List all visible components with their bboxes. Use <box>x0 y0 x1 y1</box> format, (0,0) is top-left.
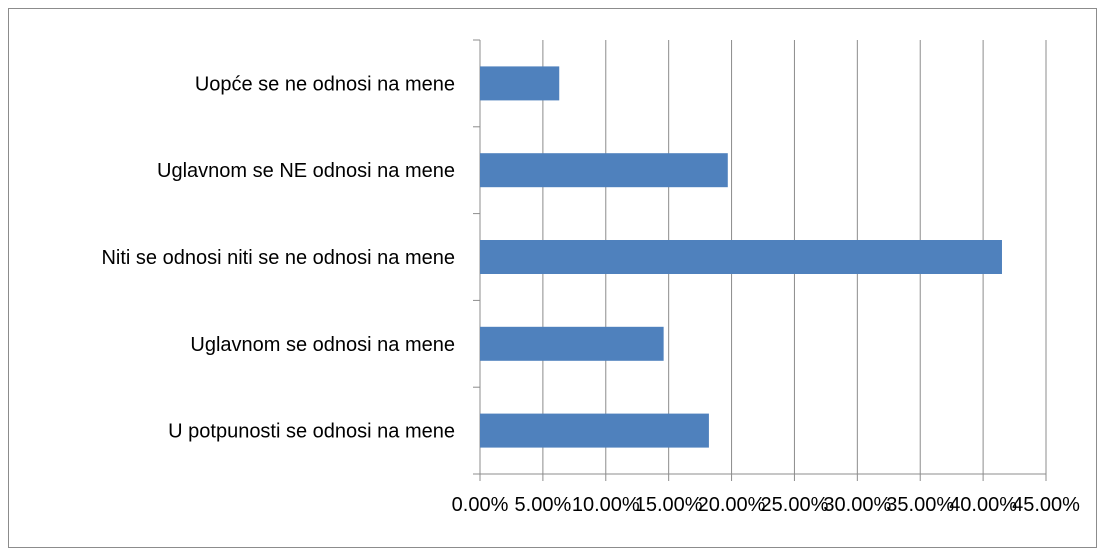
category-labels: U potpunosti se odnosi na mene Uglavnom s… <box>101 73 455 442</box>
category-label: Uglavnom se NE odnosi na mene <box>157 160 455 182</box>
bar <box>480 66 560 101</box>
bars <box>480 66 1002 448</box>
x-tick-label: 30.00% <box>823 494 891 516</box>
bar <box>480 153 728 188</box>
x-tick-label: 5.00% <box>515 494 572 516</box>
category-label: Uglavnom se odnosi na mene <box>190 334 455 356</box>
x-tick-label: 10.00% <box>572 494 640 516</box>
x-tick-labels: 0.00% 5.00% 10.00%15.00%20.00%25.00%30.00%… <box>452 494 1080 516</box>
category-label: Uopće se ne odnosi na mene <box>195 73 455 95</box>
x-tick-label: 25.00% <box>761 494 829 516</box>
bar <box>480 413 709 448</box>
bar <box>480 240 1002 274</box>
bar-chart: U potpunosti se odnosi na mene Uglavnom s… <box>101 39 1080 516</box>
x-tick-label: 45.00% <box>1012 494 1080 516</box>
x-tick-label: 40.00% <box>949 494 1017 516</box>
category-label: U potpunosti se odnosi na mene <box>168 421 455 443</box>
x-tick-label: 35.00% <box>886 494 954 516</box>
bar <box>480 326 664 361</box>
x-tick-label: 0.00% <box>452 494 509 516</box>
x-tick-label: 15.00% <box>635 494 703 516</box>
x-tick-label: 20.00% <box>698 494 766 516</box>
category-label: Niti se odnosi niti se ne odnosi na mene <box>101 247 455 269</box>
